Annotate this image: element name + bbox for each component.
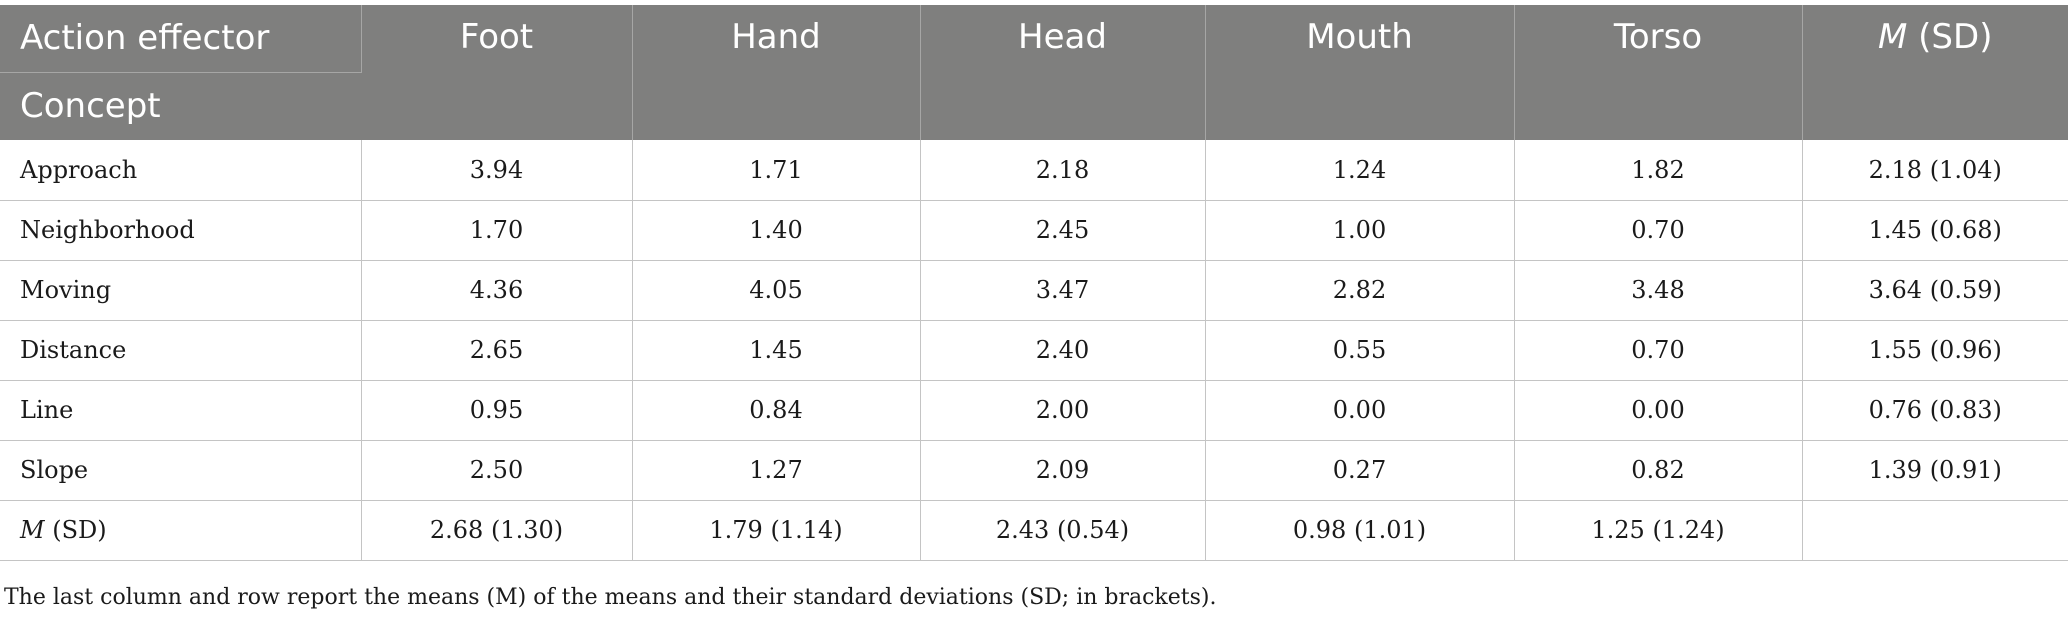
cell: 1.71: [632, 140, 921, 201]
cell: 0.95: [361, 380, 633, 441]
table-row: Neighborhood 1.70 1.40 2.45 1.00 0.70 1.…: [0, 200, 2068, 261]
summary-cell: 2.68 (1.30): [361, 500, 633, 561]
table-row: Slope 2.50 1.27 2.09 0.27 0.82 1.39 (0.9…: [0, 440, 2068, 501]
header-hand: Hand: [632, 5, 921, 140]
cell: 1.82: [1514, 140, 1803, 201]
row-label: Line: [0, 380, 362, 441]
cell: 0.84: [632, 380, 921, 441]
row-label: Neighborhood: [0, 200, 362, 261]
header-foot: Foot: [361, 5, 633, 140]
cell: 2.40: [920, 320, 1206, 381]
cell: 2.45: [920, 200, 1206, 261]
summary-row-sd: (SD): [44, 516, 107, 544]
cell: 4.36: [361, 260, 633, 321]
cell: 1.45: [632, 320, 921, 381]
cell: 0.82: [1514, 440, 1803, 501]
cell: 1.40: [632, 200, 921, 261]
table-footnote: The last column and row report the means…: [4, 585, 1217, 610]
cell: 3.48: [1514, 260, 1803, 321]
summary-cell: 1.25 (1.24): [1514, 500, 1803, 561]
cell: 1.24: [1205, 140, 1515, 201]
header-head: Head: [920, 5, 1206, 140]
table-row: Approach 3.94 1.71 2.18 1.24 1.82 2.18 (…: [0, 140, 2068, 201]
cell: 2.09: [920, 440, 1206, 501]
cell: 1.39 (0.91): [1802, 440, 2068, 501]
table-row: Distance 2.65 1.45 2.40 0.55 0.70 1.55 (…: [0, 320, 2068, 381]
cell: 0.00: [1514, 380, 1803, 441]
cell: 0.00: [1205, 380, 1515, 441]
summary-cell: 2.43 (0.54): [920, 500, 1206, 561]
row-label: Distance: [0, 320, 362, 381]
cell: 3.64 (0.59): [1802, 260, 2068, 321]
cell: 0.27: [1205, 440, 1515, 501]
summary-cell: [1802, 500, 2068, 561]
cell: 2.00: [920, 380, 1206, 441]
summary-row: M (SD) 2.68 (1.30) 1.79 (1.14) 2.43 (0.5…: [0, 500, 2068, 561]
table-header: Action effector Foot Hand Head Mouth Tor…: [0, 5, 2068, 140]
header-torso: Torso: [1514, 5, 1803, 140]
cell: 1.70: [361, 200, 633, 261]
row-label: Slope: [0, 440, 362, 501]
header-summary-m: M: [1878, 17, 1908, 57]
header-summary-sd: (SD): [1907, 17, 1993, 57]
cell: 2.18: [920, 140, 1206, 201]
header-action-effector: Action effector: [0, 5, 362, 73]
cell: 3.94: [361, 140, 633, 201]
cell: 1.27: [632, 440, 921, 501]
cell: 3.47: [920, 260, 1206, 321]
table-row: Moving 4.36 4.05 3.47 2.82 3.48 3.64 (0.…: [0, 260, 2068, 321]
row-label: Moving: [0, 260, 362, 321]
cell: 1.55 (0.96): [1802, 320, 2068, 381]
cell: 4.05: [632, 260, 921, 321]
table-body: Approach 3.94 1.71 2.18 1.24 1.82 2.18 (…: [0, 140, 2068, 561]
cell: 0.70: [1514, 200, 1803, 261]
cell: 0.55: [1205, 320, 1515, 381]
cell: 2.82: [1205, 260, 1515, 321]
summary-cell: 1.79 (1.14): [632, 500, 921, 561]
cell: 0.70: [1514, 320, 1803, 381]
cell: 1.00: [1205, 200, 1515, 261]
row-label: Approach: [0, 140, 362, 201]
cell: 2.18 (1.04): [1802, 140, 2068, 201]
summary-cell: 0.98 (1.01): [1205, 500, 1515, 561]
cell: 1.45 (0.68): [1802, 200, 2068, 261]
cell: 2.65: [361, 320, 633, 381]
data-table: Action effector Foot Hand Head Mouth Tor…: [0, 5, 2068, 561]
summary-row-label: M (SD): [0, 500, 362, 561]
cell: 2.50: [361, 440, 633, 501]
summary-row-m: M: [20, 516, 45, 544]
header-concept: Concept: [0, 72, 361, 140]
header-summary: M (SD): [1802, 5, 2068, 140]
header-mouth: Mouth: [1205, 5, 1515, 140]
table-row: Line 0.95 0.84 2.00 0.00 0.00 0.76 (0.83…: [0, 380, 2068, 441]
cell: 0.76 (0.83): [1802, 380, 2068, 441]
